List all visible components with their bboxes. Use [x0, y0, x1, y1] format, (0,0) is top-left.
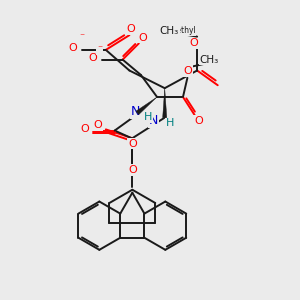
Text: O: O [93, 120, 102, 130]
Text: CH₃: CH₃ [160, 26, 179, 36]
Text: O: O [127, 24, 135, 34]
Polygon shape [163, 88, 167, 118]
Text: O: O [128, 165, 137, 175]
Text: H: H [166, 118, 174, 128]
Text: CH₃: CH₃ [200, 55, 219, 64]
Text: ⁻: ⁻ [80, 32, 85, 43]
Text: H: H [144, 112, 152, 122]
Text: ⁻: ⁻ [97, 44, 102, 54]
Text: methyl: methyl [169, 26, 196, 35]
Text: N: N [131, 105, 141, 118]
Text: O: O [128, 139, 137, 148]
Polygon shape [136, 97, 157, 115]
Text: O: O [89, 52, 98, 62]
Text: O: O [183, 66, 192, 76]
Text: O: O [194, 116, 203, 126]
Text: N: N [149, 114, 158, 127]
Text: O: O [138, 32, 147, 43]
Text: O: O [68, 43, 77, 53]
Text: O: O [80, 124, 89, 134]
Text: O: O [189, 38, 198, 48]
